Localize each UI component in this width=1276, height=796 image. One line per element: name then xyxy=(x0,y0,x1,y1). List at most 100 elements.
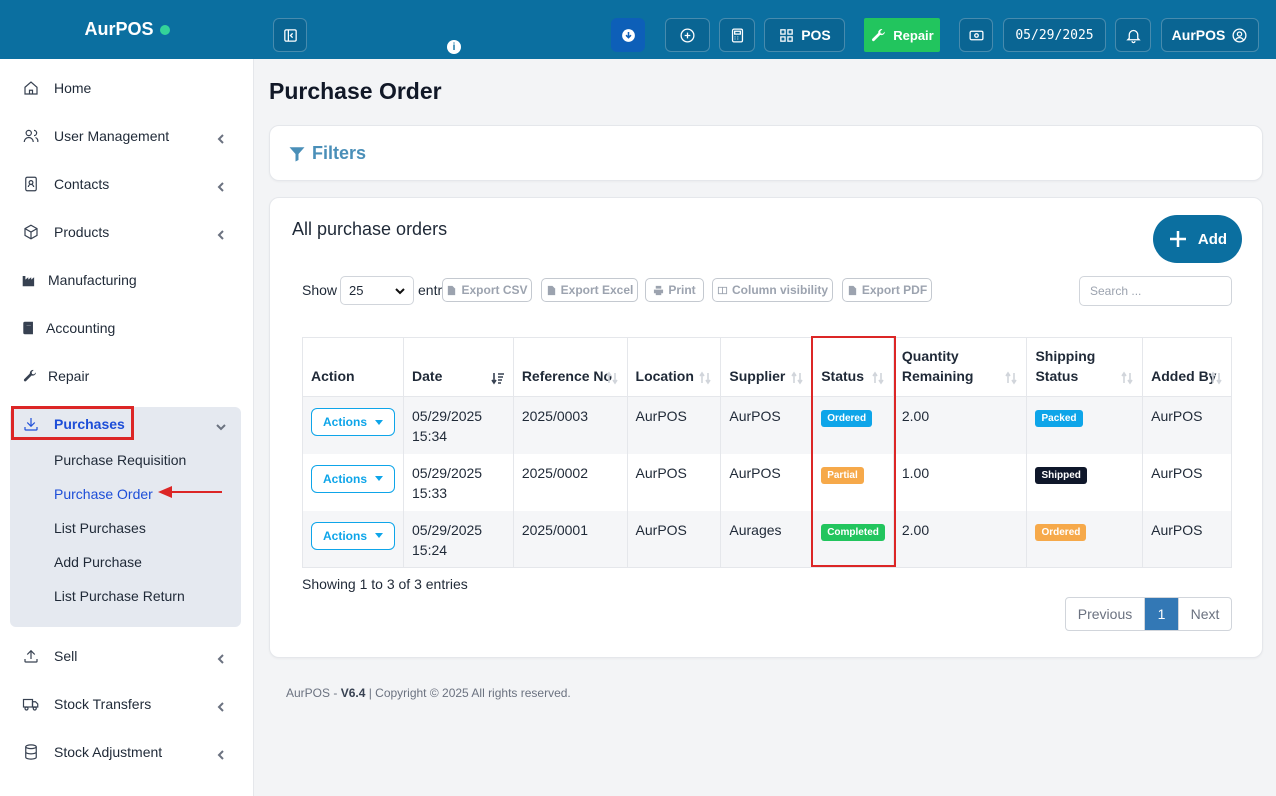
export-excel-button[interactable]: Export Excel xyxy=(541,278,638,302)
sidebar-item-accounting[interactable]: Accounting xyxy=(22,316,115,340)
info-icon[interactable]: i xyxy=(447,40,461,54)
table-row: Actions 05/29/2025 15:24 2025/0001 AurPOS Aur… xyxy=(301,510,1232,568)
cell-status: Completed xyxy=(812,510,894,568)
footer-copyright: | Copyright © 2025 All rights reserved. xyxy=(365,686,571,700)
cell-supplier: AurPOS xyxy=(720,453,813,511)
column-header-quantity-remaining[interactable]: Quantity Remaining xyxy=(892,337,1027,397)
columns-icon xyxy=(717,286,728,294)
submenu-purchase-order[interactable]: Purchase Order xyxy=(54,486,153,502)
top-bar: AurPOS i POS Repair 05/29/2025 AurPOS xyxy=(0,0,1276,59)
home-icon xyxy=(24,81,38,95)
chevron-left-icon xyxy=(216,179,226,192)
sidebar-item-purchases[interactable]: Purchases xyxy=(22,412,125,436)
user-menu-button[interactable]: AurPOS xyxy=(1161,18,1259,52)
sidebar-item-stock-transfers[interactable]: Stock Transfers xyxy=(22,692,151,716)
print-button[interactable]: Print xyxy=(645,278,704,302)
cell-action: Actions xyxy=(301,453,404,511)
cell-status: Partial xyxy=(812,453,894,511)
database-icon xyxy=(25,744,37,760)
filters-panel[interactable]: Filters xyxy=(269,125,1263,181)
filters-toggle[interactable]: Filters xyxy=(288,143,366,164)
sort-icon xyxy=(1120,370,1134,385)
next-page-button[interactable]: Next xyxy=(1178,598,1231,630)
cell-location: AurPOS xyxy=(626,453,721,511)
pos-button[interactable]: POS xyxy=(764,18,845,52)
sidebar-item-contacts[interactable]: Contacts xyxy=(22,172,109,196)
sidebar-item-products[interactable]: Products xyxy=(22,220,109,244)
actions-dropdown-button[interactable]: Actions xyxy=(311,464,396,493)
cell-supplier: AurPOS xyxy=(720,396,813,454)
page-length-select[interactable]: 25 xyxy=(340,276,414,305)
download-circle-icon xyxy=(621,28,635,42)
cell-date: 05/29/2025 15:24 xyxy=(403,510,514,568)
status-badge[interactable]: Ordered xyxy=(821,410,873,427)
download-icon xyxy=(24,418,38,431)
bell-icon xyxy=(1125,29,1141,43)
column-visibility-button[interactable]: Column visibility xyxy=(712,278,833,302)
repair-button[interactable]: Repair xyxy=(864,18,940,52)
status-badge[interactable]: Completed xyxy=(821,523,885,541)
purchases-submenu xyxy=(10,407,241,627)
page-1-button[interactable]: 1 xyxy=(1145,598,1178,630)
sort-icon xyxy=(871,370,885,385)
sidebar-item-label: Stock Transfers xyxy=(54,696,152,712)
calculator-icon xyxy=(731,27,743,43)
printer-icon xyxy=(654,285,664,295)
sidebar-item-label: Products xyxy=(54,224,110,240)
column-header-added-by[interactable]: Added By xyxy=(1142,337,1232,397)
brand-logo[interactable]: AurPOS xyxy=(0,0,254,59)
previous-page-button[interactable]: Previous xyxy=(1066,598,1145,630)
show-label: Show xyxy=(302,282,338,298)
submenu-list-purchase-return[interactable]: List Purchase Return xyxy=(54,588,185,604)
export-csv-button[interactable]: Export CSV xyxy=(442,278,532,302)
toggle-sidebar-button[interactable] xyxy=(273,18,307,52)
sidebar-item-sell[interactable]: Sell xyxy=(22,644,77,668)
sidebar-item-label: Repair xyxy=(48,368,90,384)
add-quick-button[interactable] xyxy=(665,18,710,52)
sidebar-item-manufacturing[interactable]: Manufacturing xyxy=(22,268,137,292)
column-header-supplier[interactable]: Supplier xyxy=(720,337,813,397)
sidebar-item-user-management[interactable]: User Management xyxy=(22,124,169,148)
repair-label: Repair xyxy=(893,27,934,43)
brand-name: AurPOS xyxy=(84,19,154,39)
actions-dropdown-button[interactable]: Actions xyxy=(311,521,396,550)
column-header-shipping-status[interactable]: Shipping Status xyxy=(1026,337,1143,397)
sidebar-item-repair[interactable]: Repair xyxy=(22,364,89,388)
submenu-list-purchases[interactable]: List Purchases xyxy=(54,520,146,536)
truck-icon xyxy=(22,698,39,711)
submenu-add-purchase[interactable]: Add Purchase xyxy=(54,554,142,570)
column-header-status[interactable]: Status xyxy=(812,337,894,397)
upload-icon xyxy=(24,649,38,663)
highlight-purchases xyxy=(11,406,134,440)
sidebar-item-stock-adjustment[interactable]: Stock Adjustment xyxy=(22,740,162,764)
sidebar-item-label: Sell xyxy=(54,648,78,664)
sidebar: Home User Management Contacts Products M… xyxy=(0,59,254,796)
cell-supplier: Aurages xyxy=(720,510,813,568)
search-input[interactable]: Search ... xyxy=(1079,276,1232,306)
users-icon xyxy=(23,129,39,143)
cash-register-button[interactable] xyxy=(959,18,993,52)
column-header-reference-no[interactable]: Reference No xyxy=(512,337,628,397)
download-button[interactable] xyxy=(611,18,645,52)
notifications-button[interactable] xyxy=(1115,18,1151,52)
export-excel-label: Export Excel xyxy=(560,283,634,297)
export-pdf-button[interactable]: Export PDF xyxy=(842,278,932,302)
footer-version: V6.4 xyxy=(340,686,366,700)
status-badge[interactable]: Partial xyxy=(821,466,864,484)
pos-label: POS xyxy=(801,27,831,43)
cell-reference-no: 2025/0003 xyxy=(512,396,628,454)
wrench-icon xyxy=(872,28,886,41)
cell-quantity-remaining: 1.00 xyxy=(892,453,1027,511)
online-status-dot xyxy=(159,24,170,35)
column-header-date[interactable]: Date xyxy=(403,337,514,397)
export-csv-label: Export CSV xyxy=(461,283,528,297)
purchase-orders-card: All purchase orders Add Show 25 entries … xyxy=(269,197,1263,658)
submenu-purchase-requisition[interactable]: Purchase Requisition xyxy=(54,452,187,468)
sidebar-item-home[interactable]: Home xyxy=(22,76,91,100)
column-header-location[interactable]: Location xyxy=(626,337,721,397)
calculator-button[interactable] xyxy=(719,18,755,52)
actions-label: Actions xyxy=(323,528,368,543)
add-button[interactable]: Add xyxy=(1153,215,1242,263)
money-icon xyxy=(968,30,984,40)
actions-dropdown-button[interactable]: Actions xyxy=(311,408,396,436)
